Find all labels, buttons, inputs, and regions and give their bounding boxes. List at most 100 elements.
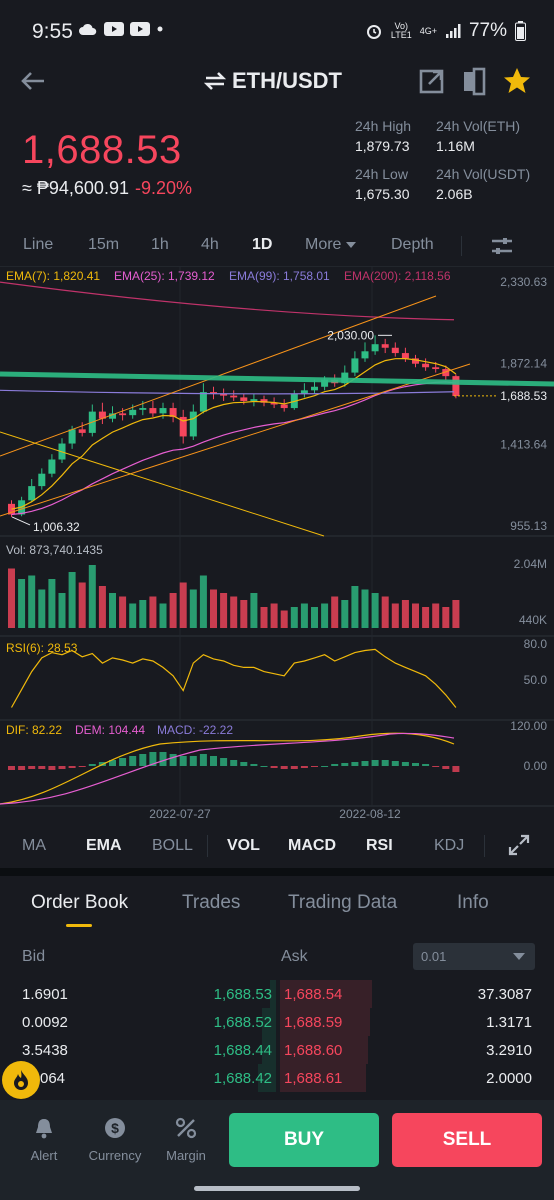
fullscreen-icon[interactable] bbox=[507, 833, 531, 857]
volume-bar bbox=[8, 568, 15, 628]
sell-button[interactable]: SELL bbox=[392, 1113, 542, 1167]
alert-button[interactable]: Alert bbox=[9, 1114, 79, 1163]
volume-bar bbox=[381, 596, 389, 628]
tf-1d[interactable]: 1D bbox=[252, 236, 273, 253]
macd-histogram-bar bbox=[210, 756, 217, 766]
youtube-icon bbox=[130, 22, 150, 36]
tab-underline bbox=[66, 924, 92, 927]
macd-histogram-bar bbox=[159, 752, 167, 766]
tab-trading-data[interactable]: Trading Data bbox=[288, 892, 398, 913]
candle-body bbox=[371, 344, 379, 352]
margin-button[interactable]: Margin bbox=[151, 1114, 221, 1163]
compare-icon[interactable] bbox=[460, 66, 488, 96]
ind-vol[interactable]: VOL bbox=[227, 837, 260, 854]
bid-depth-bar bbox=[258, 1064, 276, 1092]
candle-body bbox=[129, 409, 137, 416]
decimal-select[interactable]: 0.01 bbox=[413, 943, 535, 970]
ask-depth-bar bbox=[280, 1064, 366, 1092]
tf-15m[interactable]: 15m bbox=[88, 236, 120, 253]
ind-kdj[interactable]: KDJ bbox=[434, 837, 465, 854]
ema7-line bbox=[11, 357, 457, 510]
tf-depth[interactable]: Depth bbox=[391, 236, 434, 253]
battery-icon bbox=[515, 21, 526, 41]
order-book-row[interactable]: 3.5438 1,688.44 1,688.60 3.2910 bbox=[0, 1036, 554, 1064]
fire-button[interactable] bbox=[2, 1061, 40, 1099]
volume-bar bbox=[412, 603, 419, 628]
ind-ma[interactable]: MA bbox=[22, 837, 46, 854]
candle-body bbox=[401, 353, 409, 359]
rsi-axis-label: 80.0 bbox=[524, 637, 548, 651]
macd-histogram-bar bbox=[18, 766, 26, 770]
currency-button[interactable]: $ Currency bbox=[80, 1114, 150, 1163]
macd-histogram-bar bbox=[58, 766, 66, 769]
svg-text:$: $ bbox=[111, 1120, 119, 1136]
trend-line bbox=[0, 363, 471, 517]
star-icon[interactable] bbox=[502, 66, 532, 96]
macd-histogram-bar bbox=[48, 766, 56, 770]
overlay-lines bbox=[0, 281, 554, 537]
volume-bar bbox=[98, 586, 106, 628]
volume-bars bbox=[8, 565, 460, 628]
back-arrow-icon[interactable] bbox=[18, 66, 48, 96]
macd-histogram-bar bbox=[139, 754, 147, 766]
volume-bar bbox=[321, 603, 329, 628]
buy-button[interactable]: BUY bbox=[229, 1113, 379, 1167]
ema25-line bbox=[11, 381, 456, 516]
pair-title[interactable]: ETH/USDT bbox=[204, 68, 342, 94]
rsi-axis-label: 50.0 bbox=[524, 673, 548, 687]
indicator-bar: MA EMA BOLL VOL MACD RSI KDJ bbox=[0, 827, 554, 863]
ask-price: 1,688.54 bbox=[284, 986, 343, 1003]
macd-histogram-bar bbox=[371, 760, 379, 766]
bid-qty: 1.6901 bbox=[22, 986, 68, 1003]
tab-order-book[interactable]: Order Book bbox=[31, 892, 129, 913]
y-axis-label: 1,872.14 bbox=[500, 356, 547, 370]
tf-more[interactable]: More bbox=[305, 236, 356, 254]
volume-bar bbox=[331, 596, 339, 628]
order-book-row[interactable]: 1.6901 1,688.53 1,688.54 37.3087 bbox=[0, 980, 554, 1008]
kline-chart[interactable]: 2,330.63 1,872.14 1,413.64 955.13 1,688.53 EM… bbox=[0, 265, 554, 826]
volume-bar bbox=[159, 603, 167, 628]
volume-axis-label: 440K bbox=[519, 613, 547, 627]
tf-1h[interactable]: 1h bbox=[151, 236, 169, 253]
volume-bar bbox=[250, 593, 258, 628]
ind-rsi[interactable]: RSI bbox=[366, 837, 393, 854]
chart-settings-icon[interactable] bbox=[490, 234, 514, 258]
order-book-row[interactable]: 0.0092 1,688.52 1,688.59 1.3171 bbox=[0, 1008, 554, 1036]
order-book-row[interactable]: 064 1,688.42 1,688.61 2.0000 bbox=[0, 1064, 554, 1092]
candle-body bbox=[300, 390, 308, 394]
volume-axis-label: 2.04M bbox=[514, 557, 547, 571]
bid-depth-bar bbox=[262, 1036, 276, 1064]
rsi-line bbox=[10, 648, 457, 708]
candle-body bbox=[149, 408, 157, 414]
timeframe-bar: Line 15m 1h 4h 1D More Depth bbox=[0, 228, 554, 264]
tab-info[interactable]: Info bbox=[457, 892, 489, 913]
home-indicator bbox=[194, 1186, 360, 1191]
volume-bar bbox=[401, 600, 409, 628]
macd-histogram-bar bbox=[38, 766, 46, 769]
macd-histogram-bar bbox=[311, 766, 318, 767]
tf-4h[interactable]: 4h bbox=[201, 236, 219, 253]
macd-dif-legend: DIF: 82.22 bbox=[6, 723, 62, 737]
ask-price: 1,688.59 bbox=[284, 1014, 343, 1031]
tab-trades[interactable]: Trades bbox=[182, 892, 241, 913]
divider bbox=[461, 236, 462, 256]
tf-line[interactable]: Line bbox=[23, 236, 54, 253]
share-icon[interactable] bbox=[418, 66, 446, 96]
macd-histogram-bar bbox=[8, 766, 15, 770]
candle-body bbox=[250, 399, 258, 401]
ind-ema[interactable]: EMA bbox=[86, 837, 122, 854]
swap-icon bbox=[204, 72, 226, 90]
ind-boll[interactable]: BOLL bbox=[152, 837, 193, 854]
volume-bar bbox=[280, 610, 288, 628]
volume-bar bbox=[119, 596, 127, 628]
macd-histogram-bar bbox=[270, 766, 278, 768]
candle-body bbox=[98, 411, 106, 419]
rsi-line bbox=[10, 648, 457, 708]
macd-histogram-bar bbox=[280, 766, 288, 769]
volume-bar bbox=[38, 589, 46, 628]
ind-macd[interactable]: MACD bbox=[288, 837, 336, 854]
stat-24h-vol-eth: 24h Vol(ETH) 1.16M bbox=[436, 118, 521, 154]
bid-price: 1,688.53 bbox=[213, 986, 272, 1003]
macd-histogram-bar bbox=[290, 766, 298, 769]
alarm-icon bbox=[366, 25, 381, 39]
